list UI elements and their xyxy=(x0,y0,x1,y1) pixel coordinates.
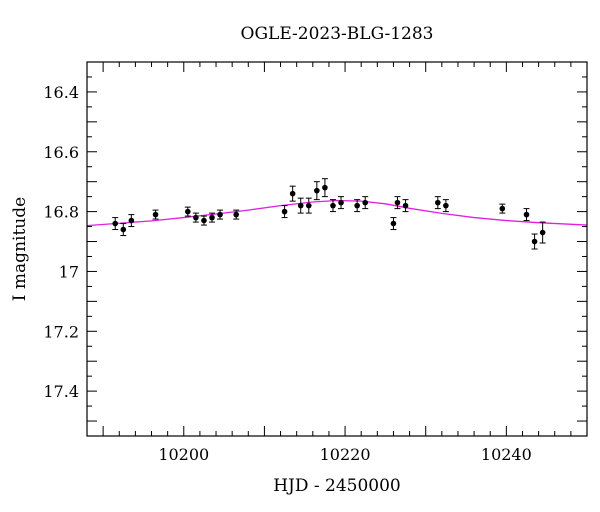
chart-title: OGLE-2023-BLG-1283 xyxy=(241,24,434,44)
y-axis-label: I magnitude xyxy=(10,197,30,301)
x-tick-label: 10220 xyxy=(320,445,371,464)
point-marker xyxy=(201,217,207,224)
data-point xyxy=(434,196,441,210)
point-marker xyxy=(330,202,336,209)
point-marker xyxy=(297,202,304,209)
x-tick-label: 10240 xyxy=(481,445,532,464)
x-axis-label: HJD - 2450000 xyxy=(273,476,401,496)
data-point xyxy=(200,215,207,226)
point-marker xyxy=(209,214,215,221)
point-marker xyxy=(499,205,506,212)
point-marker xyxy=(362,199,369,206)
data-point xyxy=(531,233,538,250)
data-point xyxy=(128,214,135,228)
y-tick-label: 16.8 xyxy=(43,203,79,222)
data-point xyxy=(338,196,345,210)
data-point xyxy=(394,196,401,210)
point-marker xyxy=(390,220,397,227)
point-marker xyxy=(185,208,191,215)
point-marker xyxy=(443,202,449,209)
y-tick-label: 16.4 xyxy=(43,83,79,102)
point-marker xyxy=(281,208,288,215)
data-point xyxy=(329,199,336,213)
data-point xyxy=(402,199,409,213)
point-marker xyxy=(435,199,441,206)
data-point xyxy=(281,205,288,219)
plot-area xyxy=(86,178,588,250)
point-marker xyxy=(338,199,344,206)
data-point xyxy=(313,181,320,201)
data-point xyxy=(297,197,304,214)
model-curve xyxy=(86,199,588,227)
axis-ticks: 10200 10220 10240 16.4 16.6 16.8 17 17.2 17.4 xyxy=(43,61,588,464)
y-tick-label: 17.2 xyxy=(43,322,79,341)
data-point xyxy=(289,185,296,202)
data-point xyxy=(233,209,240,220)
data-point xyxy=(184,206,191,217)
y-tick-label: 17.4 xyxy=(43,382,79,401)
point-marker xyxy=(305,202,312,209)
point-marker xyxy=(394,199,401,206)
data-point xyxy=(390,217,397,231)
point-marker xyxy=(314,187,320,194)
point-marker xyxy=(112,220,119,227)
data-point xyxy=(217,209,224,220)
point-marker xyxy=(152,211,159,218)
data-point xyxy=(112,217,119,231)
plot-frame xyxy=(86,61,588,437)
point-marker xyxy=(128,217,135,224)
data-point xyxy=(523,208,530,222)
point-marker xyxy=(233,211,239,218)
point-marker xyxy=(120,226,127,233)
data-point xyxy=(192,212,199,223)
y-tick-label: 16.6 xyxy=(43,143,79,162)
point-marker xyxy=(217,211,223,218)
data-point xyxy=(152,209,159,220)
data-point xyxy=(539,221,546,244)
data-point xyxy=(120,223,127,237)
data-point xyxy=(209,212,215,223)
x-tick-label: 10200 xyxy=(158,445,209,464)
point-marker xyxy=(193,214,199,221)
data-point xyxy=(362,196,369,210)
point-marker xyxy=(531,238,538,245)
point-marker xyxy=(289,190,296,197)
y-tick-label: 17 xyxy=(59,262,79,281)
point-marker xyxy=(402,202,409,209)
data-point xyxy=(305,197,312,214)
data-point xyxy=(499,203,506,214)
point-marker xyxy=(354,202,360,209)
point-marker xyxy=(523,211,530,218)
data-point xyxy=(354,199,361,213)
data-point xyxy=(442,199,449,213)
point-marker xyxy=(539,229,546,236)
data-point xyxy=(321,178,328,198)
point-marker xyxy=(322,184,328,191)
